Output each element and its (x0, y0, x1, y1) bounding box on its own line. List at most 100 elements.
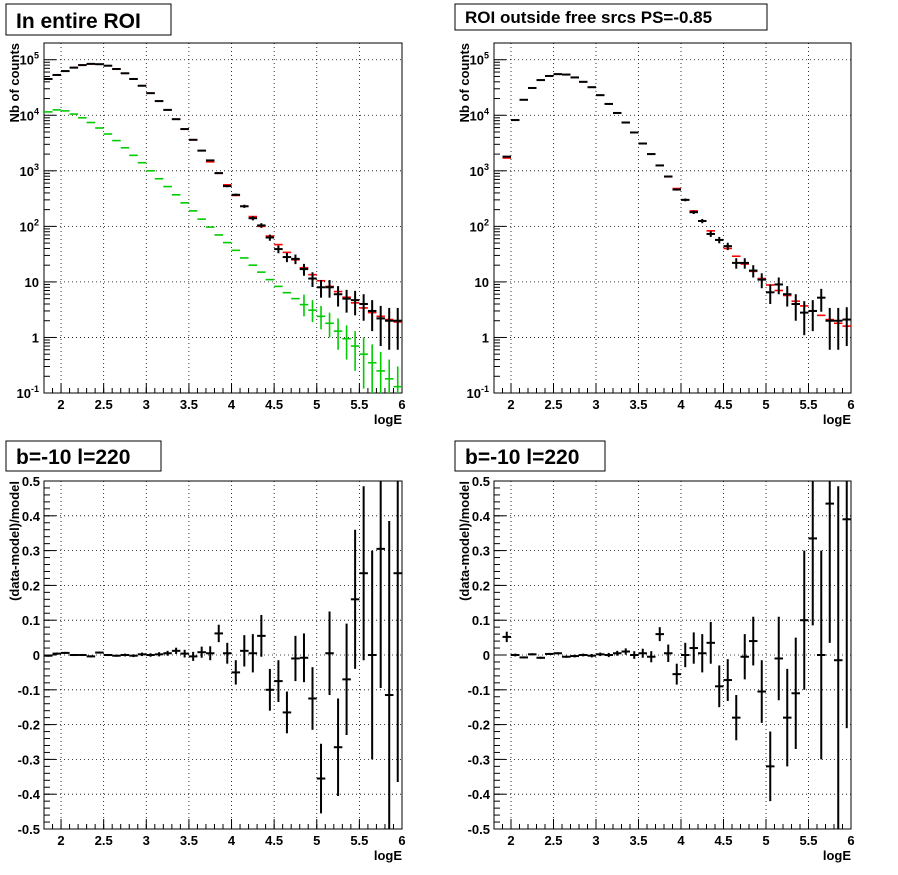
y-tick-label: 105 (470, 51, 489, 68)
x-tick-label: 2.5 (544, 397, 562, 412)
y-tick-label: 0.3 (472, 544, 490, 559)
y-tick-label: -0.1 (468, 683, 490, 698)
x-tick-label: 4.5 (714, 397, 732, 412)
y-tick-label: -0.4 (18, 787, 41, 802)
x-tick-label: 4.5 (714, 833, 732, 848)
data-layer (44, 62, 402, 393)
y-tick-label: 103 (20, 162, 39, 179)
y-tick-label: 0.2 (22, 578, 40, 593)
y-tick-label: 0.5 (22, 474, 40, 489)
y-tick-label: 0.4 (472, 509, 491, 524)
x-tick-label: 5 (762, 397, 769, 412)
x-tick-label: 3 (143, 833, 150, 848)
y-tick-label: -0.3 (18, 752, 40, 767)
x-tick-label: 2.5 (95, 397, 113, 412)
x-tick-label: 5.5 (799, 833, 817, 848)
y-axis-title: (data-model)/model (7, 481, 22, 601)
y-tick-label: 0 (483, 648, 490, 663)
y-tick-label: 0.2 (472, 578, 490, 593)
x-tick-label: 2.5 (544, 833, 562, 848)
x-tick-label: 3.5 (629, 833, 647, 848)
x-tick-label: 2 (507, 833, 514, 848)
y-tick-label: -0.2 (468, 718, 490, 733)
chart-panel-2: 2 2.5 3 3.5 4 4.5 5 5.5 6 10-1 1 10 102 103 104 105 logE… (457, 42, 855, 427)
y-tick-label: 1 (32, 330, 39, 345)
x-tick-label: 5 (313, 397, 320, 412)
data-layer (502, 481, 851, 829)
x-tick-label: 3.5 (180, 397, 198, 412)
x-axis-title: logE (374, 412, 402, 427)
x-tick-label: 4.5 (265, 397, 283, 412)
y-tick-label: -0.2 (18, 718, 40, 733)
x-tick-label: 3.5 (629, 397, 647, 412)
y-tick-label: 0.1 (472, 613, 490, 628)
x-tick-label: 4 (228, 833, 236, 848)
panel-title: ROI outside free srcs PS=-0.85 (465, 8, 712, 27)
x-tick-label: 6 (398, 397, 405, 412)
x-tick-label: 6 (847, 397, 854, 412)
x-tick-label: 2 (57, 833, 64, 848)
plot-frame (493, 480, 852, 830)
y-tick-label: 105 (20, 51, 39, 68)
y-tick-label: 0.3 (22, 544, 40, 559)
panel-title: b=-10 l=220 (16, 446, 130, 469)
x-axis-title: logE (823, 848, 851, 863)
y-tick-label: 10 (25, 275, 39, 290)
x-tick-label: 5 (762, 833, 769, 848)
chart-panel-1: 2 2.5 3 3.5 4 4.5 5 5.5 6 10-1 1 10 102 103 104 105 logE… (7, 42, 406, 427)
y-tick-label: 104 (20, 106, 39, 123)
y-tick-label: 10 (475, 275, 489, 290)
y-tick-label: 1 (482, 330, 489, 345)
y-axis-title: Nb of counts (457, 43, 472, 122)
y-tick-label: 0.1 (22, 613, 40, 628)
chart-panel-4: 2 2.5 3 3.5 4 4.5 5 5.5 6 -0.5 -0.4 -0.3 -0.2 -0.1 0 0.… (457, 474, 855, 863)
x-tick-label: 3 (143, 397, 150, 412)
plot-frame (43, 42, 403, 394)
y-tick-label: 0 (33, 648, 40, 663)
plot-frame (493, 42, 852, 394)
y-tick-label: 0.4 (22, 509, 41, 524)
x-tick-label: 4 (677, 397, 685, 412)
x-tick-label: 2 (57, 397, 64, 412)
y-axis-title: (data-model)/model (457, 481, 472, 601)
x-tick-label: 6 (847, 833, 854, 848)
x-tick-label: 4 (677, 833, 685, 848)
y-axis-title: Nb of counts (7, 43, 22, 122)
y-tick-label: 10-1 (17, 384, 39, 401)
x-tick-label: 3 (592, 397, 599, 412)
x-tick-label: 3 (592, 833, 599, 848)
x-axis-title: logE (374, 848, 402, 863)
panel-title: b=-10 l=220 (465, 446, 579, 469)
data-layer (44, 481, 402, 829)
y-tick-label: 104 (470, 106, 489, 123)
x-tick-label: 4 (228, 397, 236, 412)
panel-title-box: ROI outside free srcs PS=-0.85 (454, 3, 768, 31)
x-tick-label: 5 (313, 833, 320, 848)
panel-title: In entire ROI (16, 10, 141, 33)
panel-title-box: b=-10 l=220 (5, 440, 162, 472)
x-tick-label: 5.5 (350, 397, 368, 412)
y-tick-label: -0.5 (468, 822, 490, 837)
x-tick-label: 3.5 (180, 833, 198, 848)
x-tick-label: 5.5 (799, 397, 817, 412)
x-tick-label: 2.5 (95, 833, 113, 848)
panel-title-box: In entire ROI (5, 3, 172, 36)
y-tick-label: -0.3 (468, 752, 490, 767)
x-tick-label: 6 (398, 833, 405, 848)
chart-panel-3: 2 2.5 3 3.5 4 4.5 5 5.5 6 -0.5 -0.4 -0.3 -0.2 -0.1 0 0.… (7, 474, 406, 863)
y-tick-label: 102 (20, 217, 39, 234)
y-tick-label: 10-1 (467, 384, 489, 401)
y-tick-label: -0.1 (18, 683, 40, 698)
y-tick-label: 103 (470, 162, 489, 179)
x-tick-label: 4.5 (265, 833, 283, 848)
data-layer (502, 73, 851, 350)
x-axis-title: logE (823, 412, 851, 427)
y-tick-label: -0.4 (468, 787, 491, 802)
panel-title-box: b=-10 l=220 (454, 440, 606, 472)
y-tick-label: -0.5 (18, 822, 40, 837)
y-tick-label: 0.5 (472, 474, 490, 489)
y-tick-label: 102 (470, 217, 489, 234)
x-tick-label: 5.5 (350, 833, 368, 848)
x-tick-label: 2 (507, 397, 514, 412)
